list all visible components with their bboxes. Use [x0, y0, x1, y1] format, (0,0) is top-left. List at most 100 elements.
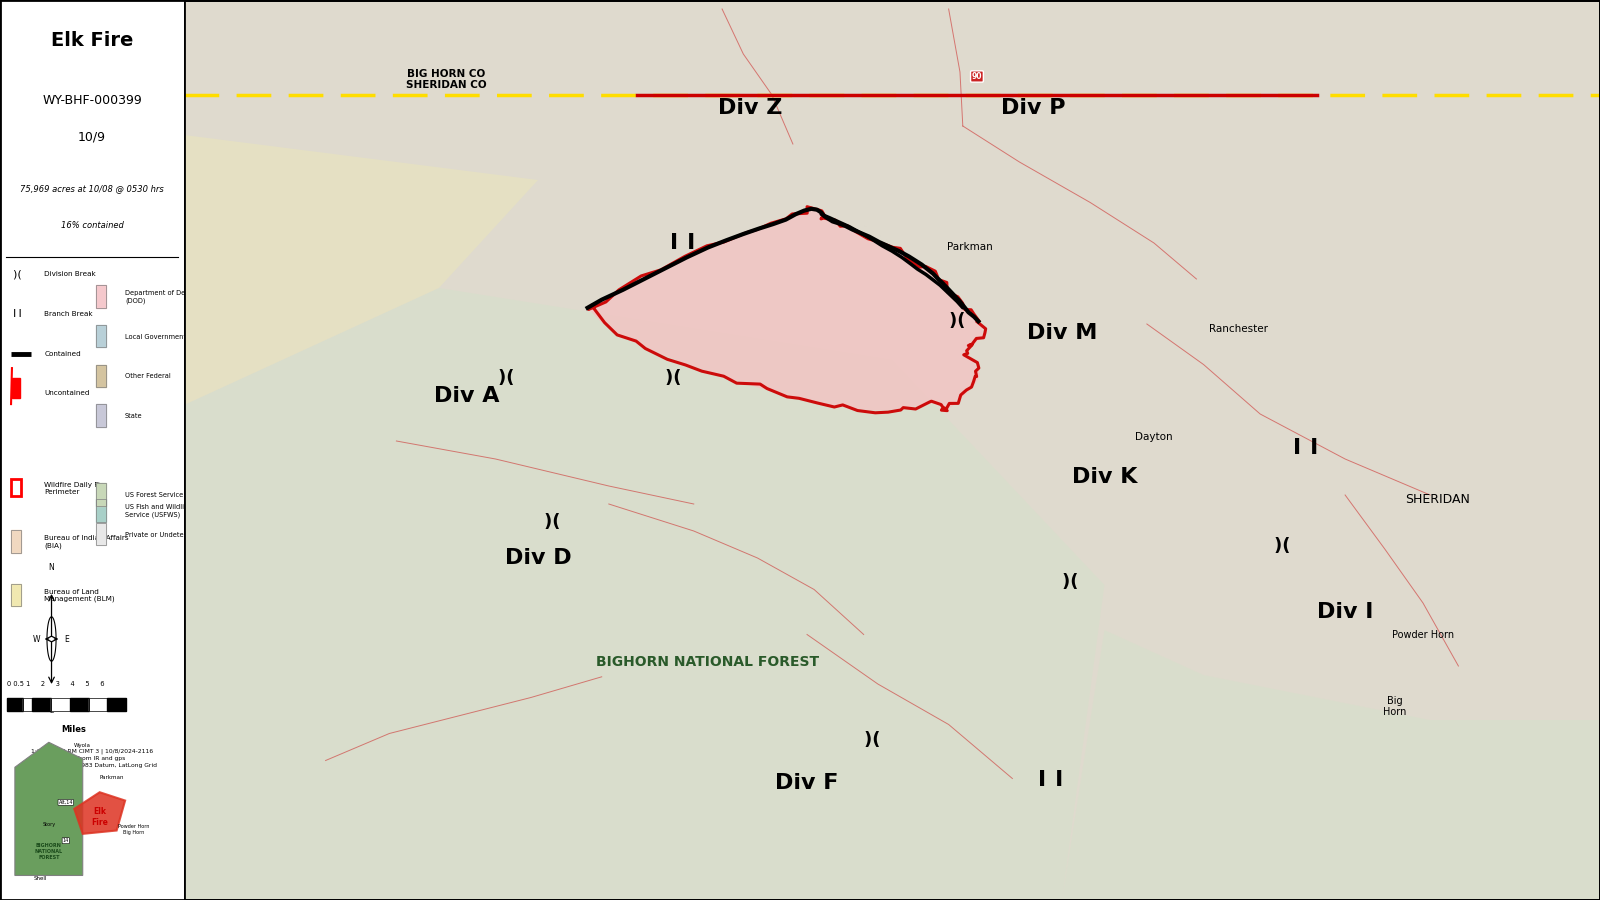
Text: SHERIDAN: SHERIDAN: [1405, 493, 1469, 506]
Text: Uncontained: Uncontained: [45, 391, 90, 396]
Text: 16% contained: 16% contained: [61, 220, 123, 230]
Text: Miles: Miles: [62, 724, 86, 733]
Text: BIGHORN
NATIONAL
FOREST: BIGHORN NATIONAL FOREST: [35, 843, 62, 860]
Bar: [96, 325, 106, 347]
Text: Div P: Div P: [1002, 98, 1066, 118]
Bar: [96, 285, 106, 308]
Text: Story: Story: [42, 822, 56, 826]
Text: Bureau of Indian Affairs
(BIA): Bureau of Indian Affairs (BIA): [45, 535, 128, 548]
Bar: [96, 364, 106, 387]
Text: Alt,14: Alt,14: [59, 800, 74, 805]
Bar: [11, 530, 21, 553]
Text: US Fish and Wildlife
Service (USFWS): US Fish and Wildlife Service (USFWS): [125, 504, 190, 518]
Text: Shell: Shell: [34, 877, 46, 881]
Text: 90: 90: [971, 72, 982, 81]
Text: I I: I I: [13, 309, 22, 320]
Bar: [51, 698, 70, 711]
Text: State: State: [125, 413, 142, 418]
Bar: [96, 523, 106, 545]
Text: )(: )(: [864, 731, 886, 749]
Bar: [88, 698, 107, 711]
Bar: [96, 364, 106, 387]
Bar: [70, 698, 88, 711]
Text: Elk Fire: Elk Fire: [51, 32, 133, 50]
Text: Div Z: Div Z: [718, 98, 782, 118]
Text: BIGHORN NATIONAL FOREST: BIGHORN NATIONAL FOREST: [597, 654, 819, 669]
Bar: [96, 404, 106, 427]
Text: I  I: I I: [1293, 438, 1318, 458]
Text: Private or Undetermined: Private or Undetermined: [125, 532, 208, 537]
Text: Division Break: Division Break: [45, 272, 96, 277]
Bar: [11, 583, 21, 606]
Bar: [11, 583, 21, 606]
Text: Powder Horn
Big Horn: Powder Horn Big Horn: [118, 824, 149, 835]
Text: 10/9: 10/9: [78, 130, 106, 143]
Text: Ranchester: Ranchester: [1210, 323, 1269, 334]
Bar: [96, 404, 106, 427]
Text: Div K: Div K: [1072, 467, 1138, 487]
Bar: [96, 483, 106, 506]
Text: I  I: I I: [1038, 770, 1064, 790]
Text: Powder Horn: Powder Horn: [1392, 629, 1454, 640]
Text: Department of Defense
(DOD): Department of Defense (DOD): [125, 290, 203, 304]
Text: 1:220,000 | RM CIMT 3 | 10/8/2024-2116
Acres from IR and gps
North American 1983: 1:220,000 | RM CIMT 3 | 10/8/2024-2116 A…: [27, 749, 157, 768]
Text: Wyola: Wyola: [74, 743, 91, 748]
Bar: [107, 698, 126, 711]
Text: S: S: [50, 706, 54, 716]
Polygon shape: [14, 742, 83, 876]
Bar: [96, 483, 106, 506]
Bar: [96, 325, 106, 347]
Polygon shape: [74, 792, 125, 833]
Bar: [70, 698, 88, 711]
Text: W: W: [34, 634, 40, 644]
Text: Parkman: Parkman: [99, 775, 123, 780]
Bar: [22, 698, 32, 711]
Text: )(: )(: [13, 269, 26, 280]
Bar: [11, 378, 21, 398]
Text: )(: )(: [1274, 537, 1298, 555]
Bar: [96, 500, 106, 522]
Bar: [22, 698, 32, 711]
Text: Local Government: Local Government: [125, 334, 186, 339]
Text: Branch Break: Branch Break: [45, 311, 93, 317]
Text: Parkman: Parkman: [947, 242, 992, 253]
Bar: [96, 285, 106, 308]
Text: Div M: Div M: [1027, 323, 1098, 343]
Bar: [8, 698, 22, 711]
Text: N: N: [48, 562, 54, 572]
Text: )(: )(: [949, 312, 971, 330]
Bar: [32, 698, 51, 711]
Bar: [107, 698, 126, 711]
Bar: [96, 500, 106, 522]
Text: Dayton: Dayton: [1134, 431, 1173, 442]
Text: Big
Horn: Big Horn: [1382, 696, 1406, 717]
Text: )(: )(: [544, 513, 566, 531]
Text: )(: )(: [1062, 573, 1085, 591]
Text: Other Federal: Other Federal: [125, 374, 171, 379]
Bar: [96, 523, 106, 545]
Text: Div F: Div F: [776, 773, 838, 793]
Polygon shape: [184, 288, 1104, 900]
Bar: [8, 698, 22, 711]
Text: 75,969 acres at 10/08 @ 0530 hrs: 75,969 acres at 10/08 @ 0530 hrs: [21, 184, 163, 194]
Bar: [11, 480, 21, 496]
Text: Div I: Div I: [1317, 602, 1373, 622]
Text: Wildfire Daily Fire
Perimeter: Wildfire Daily Fire Perimeter: [45, 482, 107, 495]
Text: )(: )(: [498, 369, 522, 387]
Text: )(: )(: [666, 369, 688, 387]
Text: Div D: Div D: [504, 548, 571, 568]
Text: BIG HORN CO
SHERIDAN CO: BIG HORN CO SHERIDAN CO: [406, 69, 486, 90]
Bar: [32, 698, 51, 711]
Bar: [51, 698, 70, 711]
Polygon shape: [184, 135, 538, 405]
Polygon shape: [587, 209, 982, 410]
Text: E: E: [64, 634, 69, 644]
Polygon shape: [1062, 630, 1600, 900]
Text: US Forest Service (USFS): US Forest Service (USFS): [125, 491, 208, 499]
Text: 14: 14: [62, 838, 69, 843]
Text: Div A: Div A: [435, 386, 499, 406]
Bar: [11, 530, 21, 553]
Text: I  I: I I: [670, 233, 694, 253]
Text: 0 0.5 1     2     3     4     5     6: 0 0.5 1 2 3 4 5 6: [8, 680, 106, 687]
Text: Bureau of Land
Management (BLM): Bureau of Land Management (BLM): [45, 589, 115, 602]
